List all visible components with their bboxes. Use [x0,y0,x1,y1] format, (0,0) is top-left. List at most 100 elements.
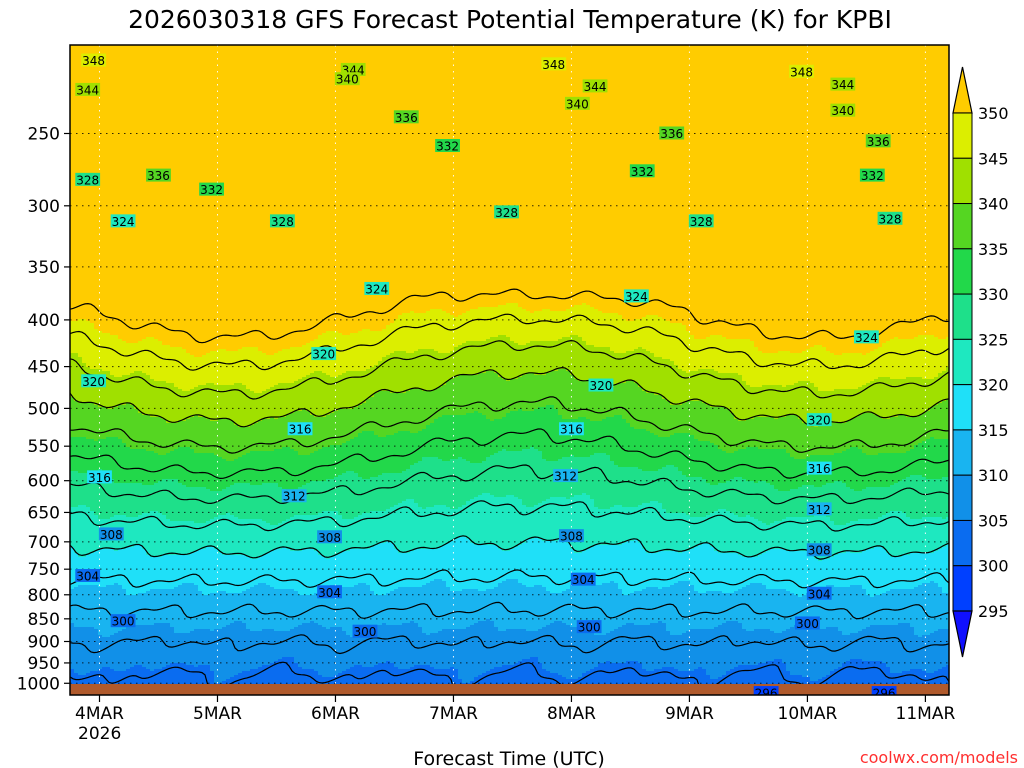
contour-label-bg [789,64,814,78]
contour-label-bg [81,53,106,67]
contour-label-bg [364,281,390,295]
y-tick-label: 250 [28,124,60,144]
colorbar-tick-label: 345 [978,149,1009,168]
x-tick-label: 10MAR [778,704,838,724]
y-tick-label: 400 [28,311,60,331]
contour-label: 296 [755,687,778,701]
y-tick-label: 600 [28,472,60,492]
x-axis: 4MAR 5MAR 6MAR 7MAR 8MAR 9MAR 10MAR 11MAR [75,695,955,724]
x-tick-label: 6MAR [311,704,360,724]
y-tick-label: 750 [28,560,60,580]
contour-label: 296 [873,687,896,701]
contour-label: 304 [808,587,831,601]
contour-label: 340 [831,104,854,118]
x-tick-label: 4MAR [75,704,124,724]
contour-336 [70,396,949,454]
contour-label: 320 [312,348,335,362]
y-tick-label: 850 [28,610,60,630]
y-tick-label: 550 [28,437,60,457]
contour-label: 348 [82,54,105,68]
contour-label: 300 [354,625,377,639]
colorbar-over-arrow [952,66,973,114]
contour-label-bg [806,502,832,516]
contour-label-bg [688,214,714,228]
contour-label-bg [334,72,360,86]
y-tick-label: 450 [28,358,60,378]
contour-label: 344 [76,83,99,97]
contour-label-bg [352,624,378,638]
y-tick-label: 800 [28,586,60,606]
contour-label-bg [269,214,295,228]
contour-label-bg [98,527,124,541]
contour-label: 320 [589,379,612,393]
contour-label-bg [494,205,519,219]
x-tick-label: 11MAR [896,704,956,724]
y-axis: 2503003504004505005506006507007508008509… [17,124,70,694]
contour-label: 308 [100,528,123,542]
contour-label-bg [311,347,337,361]
contour-label-bg [871,686,897,695]
contour-label: 324 [365,282,388,296]
plot-frame [69,44,950,696]
contour-352 [70,288,949,344]
contour-label-bg [110,214,136,228]
contour-label: 320 [808,414,831,428]
contour-label-bg [830,103,856,117]
contour-label: 340 [566,97,589,111]
contour-label-bg [570,572,596,586]
contour-label-bg [541,57,567,71]
contour-label-bg [281,489,307,503]
contour-label: 332 [861,169,884,183]
contour-label: 316 [808,462,831,476]
contour-label-bg [877,211,903,225]
colorbar-tick-label: 300 [978,557,1009,576]
y-tick-label: 300 [28,197,60,217]
y-tick-label: 900 [28,632,60,652]
contour-344 [70,339,949,400]
colorbar-band [952,384,973,431]
y-tick-label: 950 [28,654,60,674]
x-tick-label: 5MAR [193,704,242,724]
colorbar-tick-label: 315 [978,421,1009,440]
colorbar-band [952,474,973,521]
contour-label-bg [582,79,608,93]
contour-316 [70,569,949,589]
contour-332 [70,428,949,480]
contour-312 [70,601,949,620]
contour-label: 336 [147,169,170,183]
contour-label: 328 [271,215,294,229]
contour-label: 332 [200,183,223,197]
colorbar: 295 300 305 310 315 320 325 330 335 340 345 350 [952,66,1009,658]
contour-label: 328 [76,173,99,187]
contour-label-bg [623,289,649,303]
contour-label-bg [806,586,832,600]
x-tick-label: 8MAR [547,704,596,724]
contour-label: 340 [336,73,359,87]
watermark: coolwx.com/models [860,748,1018,767]
colorbar-band [952,112,973,159]
contour-label-bg [393,110,419,124]
contour-label: 328 [690,215,713,229]
contour-label-bg [588,378,614,392]
contour-308 [70,634,949,655]
contour-label: 344 [831,78,854,92]
contour-label-bg [806,413,832,427]
contour-label-bg [75,82,101,96]
contour-label-bg [629,164,655,178]
x-tick-label: 9MAR [665,704,714,724]
surface-ground [70,684,949,695]
contour-label: 316 [88,471,111,485]
contour-label: 316 [560,423,583,437]
contour-label-bg [435,138,460,152]
contour-label: 336 [395,111,418,125]
contour-label: 324 [855,331,878,345]
contour-label-bg [287,422,313,436]
contour-label-bg [830,77,856,91]
colorbar-tick-label: 305 [978,511,1009,530]
contour-label: 324 [625,290,648,304]
contour-label-bg [81,374,106,388]
contour-label: 308 [808,544,831,558]
y-tick-label: 500 [28,399,60,419]
colorbar-band [952,565,973,612]
colorbar-tick-label: 335 [978,240,1009,259]
